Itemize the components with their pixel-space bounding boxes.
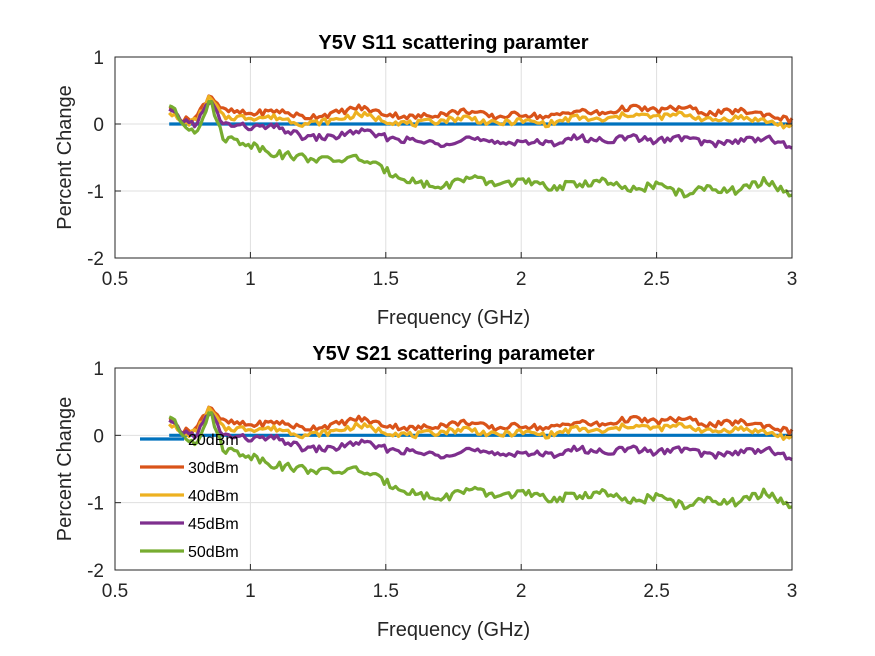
y-tick-label: -1: [87, 182, 104, 203]
y-axis-label: Percent Change: [54, 397, 76, 542]
chart-title: Y5V S11 scattering paramter: [318, 32, 588, 54]
x-axis-label: Frequency (GHz): [377, 619, 530, 641]
y-tick-label: 0: [93, 115, 104, 136]
axes-box: [114, 56, 793, 259]
y-tick-label: -2: [87, 561, 104, 582]
x-tick-label: 2: [516, 581, 527, 602]
x-axis-label: Frequency (GHz): [377, 307, 530, 329]
x-tick-label: 1.5: [373, 269, 399, 290]
x-tick-label: 1.5: [373, 581, 399, 602]
plot-area: [115, 368, 792, 570]
y-tick-label: 0: [93, 426, 104, 447]
series-line-40dBm: [168, 406, 793, 441]
series-line-trace-3: [168, 94, 793, 130]
legend-label: 40dBm: [188, 488, 239, 505]
y-tick-label: 1: [93, 48, 104, 69]
series-line-trace-4: [168, 100, 793, 150]
x-tick-label: 2.5: [643, 581, 669, 602]
legend-label: 50dBm: [188, 544, 239, 561]
subplot-1: 0.5 1 1.5 2 2.5 3 -2 -1 0 1 Y5V S11 scattering par…: [54, 32, 797, 329]
legend-label: 45dBm: [188, 516, 239, 533]
series-line-trace-2: [168, 94, 794, 125]
series-line-30dBm: [168, 405, 794, 436]
legend-label: 30dBm: [188, 460, 239, 477]
y-tick-label: 1: [93, 359, 104, 380]
x-tick-label: 1: [245, 581, 256, 602]
plot-area: [115, 57, 792, 258]
x-tick-label: 0.5: [102, 269, 128, 290]
axes-box: [114, 367, 793, 571]
y-tick-label: -1: [87, 494, 104, 515]
series-line-50dBm: [168, 411, 793, 511]
chart-title: Y5V S21 scattering parameter: [312, 343, 595, 365]
x-tick-label: 1: [245, 269, 256, 290]
x-tick-label: 2.5: [643, 269, 669, 290]
x-tick-label: 2: [516, 269, 527, 290]
subplot-2: 0.5 1 1.5 2 2.5 3 -2 -1 0 1 Y5V S21 scattering par…: [54, 343, 797, 641]
x-tick-label: 3: [787, 581, 798, 602]
x-tick-label: 0.5: [102, 581, 128, 602]
x-tick-label: 3: [787, 269, 798, 290]
y-tick-label: -2: [87, 249, 104, 270]
legend-label: 20dBm: [188, 432, 239, 449]
legend: 20dBm 30dBm 40dBm 45dBm 50dBm: [140, 432, 239, 561]
series-line-45dBm: [168, 411, 793, 462]
y-axis-label: Percent Change: [54, 85, 76, 230]
series-line-trace-5: [168, 100, 793, 199]
